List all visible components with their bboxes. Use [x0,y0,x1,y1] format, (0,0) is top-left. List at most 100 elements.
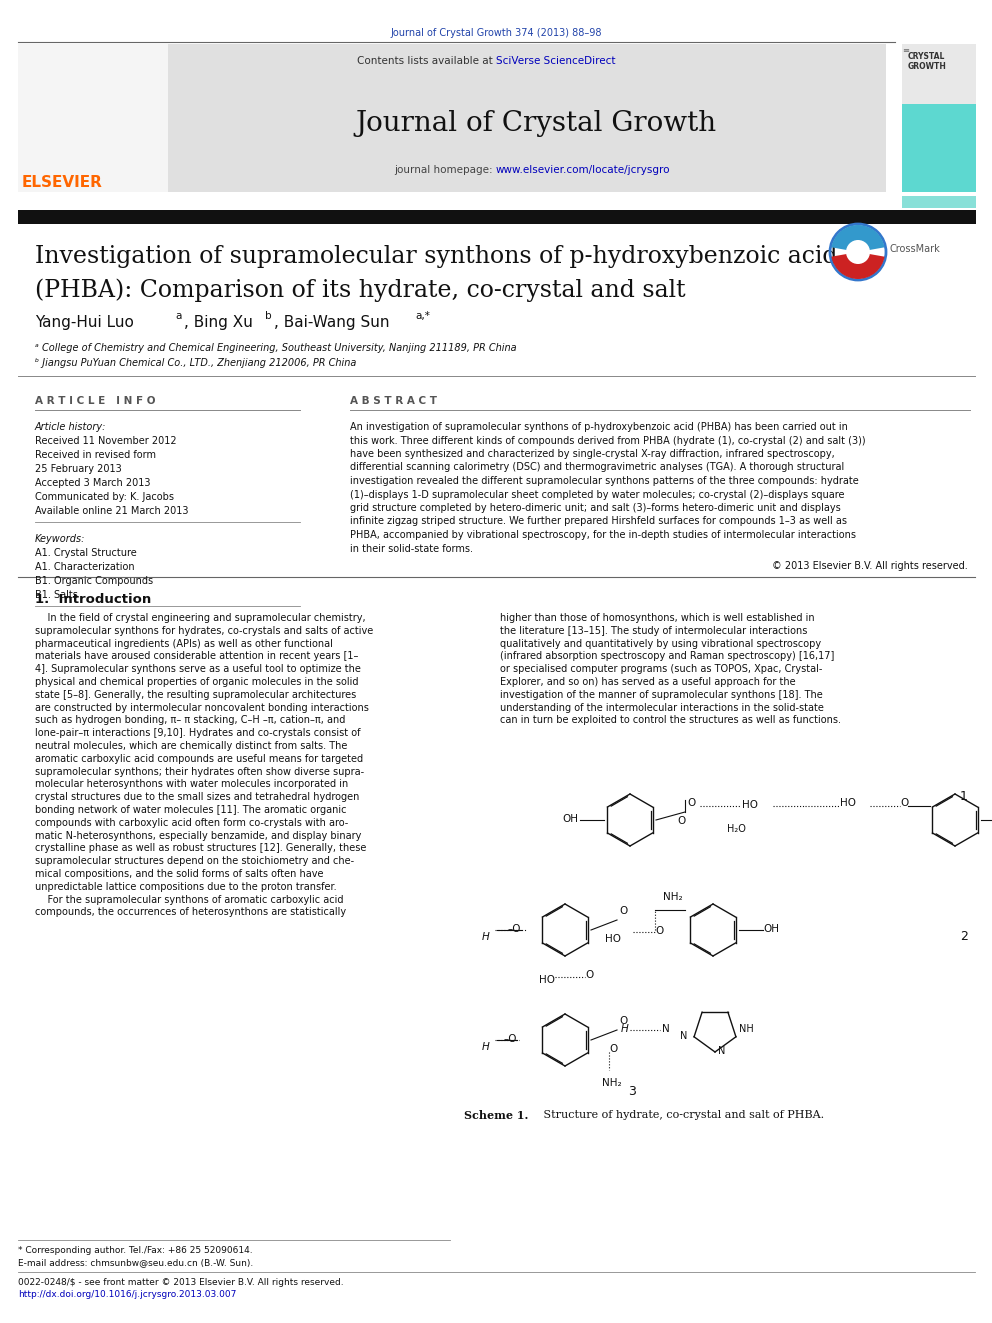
Text: differential scanning calorimetry (DSC) and thermogravimetric analyses (TGA). A : differential scanning calorimetry (DSC) … [350,463,844,472]
Text: understanding of the intermolecular interactions in the solid-state: understanding of the intermolecular inte… [500,703,824,713]
Text: unpredictable lattice compositions due to the proton transfer.: unpredictable lattice compositions due t… [35,882,336,892]
Text: H: H [481,1043,489,1052]
Text: OH: OH [562,814,578,824]
Text: Received in revised form: Received in revised form [35,450,156,460]
Text: (infrared absorption spectroscopy and Raman spectroscopy) [16,17]: (infrared absorption spectroscopy and Ra… [500,651,834,662]
Text: HO: HO [539,975,555,986]
Text: physical and chemical properties of organic molecules in the solid: physical and chemical properties of orga… [35,677,358,687]
Text: NH: NH [739,1024,754,1035]
Text: qualitatively and quantitatively by using vibrational spectroscopy: qualitatively and quantitatively by usin… [500,639,821,648]
Text: PHBA, accompanied by vibrational spectroscopy, for the in-depth studies of inter: PHBA, accompanied by vibrational spectro… [350,531,856,540]
Text: 2: 2 [960,930,968,943]
Text: b: b [265,311,272,321]
Text: http://dx.doi.org/10.1016/j.jcrysgro.2013.03.007: http://dx.doi.org/10.1016/j.jcrysgro.201… [18,1290,236,1299]
Text: B1. Organic Compounds: B1. Organic Compounds [35,576,153,586]
Text: a: a [175,311,182,321]
Text: Available online 21 March 2013: Available online 21 March 2013 [35,505,188,516]
Text: supramolecular synthons; their hydrates often show diverse supra-: supramolecular synthons; their hydrates … [35,766,364,777]
Text: N: N [718,1046,725,1056]
Text: Journal of Crystal Growth 374 (2013) 88–98: Journal of Crystal Growth 374 (2013) 88–… [390,28,602,38]
Text: aromatic carboxylic acid compounds are useful means for targeted: aromatic carboxylic acid compounds are u… [35,754,363,763]
Text: compounds, the occurrences of heterosynthons are statistically: compounds, the occurrences of heterosynt… [35,908,346,917]
Text: can in turn be exploited to control the structures as well as functions.: can in turn be exploited to control the … [500,716,841,725]
Bar [18,210,976,224]
Text: such as hydrogen bonding, π– π stacking, C–H –π, cation–π, and: such as hydrogen bonding, π– π stacking,… [35,716,345,725]
Text: O: O [677,816,685,826]
Text: lone-pair–π interactions [9,10]. Hydrates and co-crystals consist of: lone-pair–π interactions [9,10]. Hydrate… [35,728,360,738]
Text: supramolecular synthons for hydrates, co-crystals and salts of active: supramolecular synthons for hydrates, co… [35,626,373,636]
Text: 1: 1 [960,790,968,803]
Text: ≡: ≡ [902,46,909,56]
Text: O: O [619,1016,627,1027]
Text: N: N [681,1031,687,1041]
Text: matic N-heterosynthons, especially benzamide, and display binary: matic N-heterosynthons, especially benza… [35,831,361,840]
Bar [902,44,976,105]
Text: ELSEVIER: ELSEVIER [22,175,103,191]
Text: bonding network of water molecules [11]. The aromatic organic: bonding network of water molecules [11].… [35,804,346,815]
Text: crystal structures due to the small sizes and tetrahedral hydrogen: crystal structures due to the small size… [35,792,359,802]
Text: Structure of hydrate, co-crystal and salt of PHBA.: Structure of hydrate, co-crystal and sal… [540,1110,824,1121]
Text: www.elsevier.com/locate/jcrysgro: www.elsevier.com/locate/jcrysgro [496,165,671,175]
Bar [902,196,976,208]
Text: investigation revealed the different supramolecular synthons patterns of the thr: investigation revealed the different sup… [350,476,859,486]
Text: A1. Characterization: A1. Characterization [35,562,135,572]
Text: Investigation of supramolecular synthons of p-hydroxybenzoic acid: Investigation of supramolecular synthons… [35,245,837,269]
Text: In the field of crystal engineering and supramolecular chemistry,: In the field of crystal engineering and … [35,613,366,623]
Text: ᵇ Jiangsu PuYuan Chemical Co., LTD., Zhenjiang 212006, PR China: ᵇ Jiangsu PuYuan Chemical Co., LTD., Zhe… [35,359,356,368]
Text: 25 February 2013: 25 February 2013 [35,464,122,474]
Text: For the supramolecular synthons of aromatic carboxylic acid: For the supramolecular synthons of aroma… [35,894,343,905]
Text: O: O [655,926,664,935]
Text: crystalline phase as well as robust structures [12]. Generally, these: crystalline phase as well as robust stru… [35,843,366,853]
Text: 1.  Introduction: 1. Introduction [35,593,151,606]
Text: Article history:: Article history: [35,422,106,433]
Wedge shape [831,251,885,279]
Text: state [5–8]. Generally, the resulting supramolecular architectures: state [5–8]. Generally, the resulting su… [35,689,356,700]
Text: investigation of the manner of supramolecular synthons [18]. The: investigation of the manner of supramole… [500,689,822,700]
Text: , Bing Xu: , Bing Xu [184,315,253,329]
Text: Keywords:: Keywords: [35,534,85,544]
Text: the literature [13–15]. The study of intermolecular interactions: the literature [13–15]. The study of int… [500,626,807,636]
Text: CrossMark: CrossMark [890,243,940,254]
Text: H₂O: H₂O [727,824,746,833]
Text: mical compositions, and the solid forms of salts often have: mical compositions, and the solid forms … [35,869,323,878]
Text: B1. Salts: B1. Salts [35,590,78,601]
Text: O: O [585,970,593,980]
Text: O: O [900,798,909,808]
Text: O: O [619,906,627,916]
Text: A B S T R A C T: A B S T R A C T [350,396,437,406]
Text: molecular heterosynthons with water molecules incorporated in: molecular heterosynthons with water mole… [35,779,348,790]
Text: 3: 3 [628,1085,636,1098]
Text: Explorer, and so on) has served as a useful approach for the: Explorer, and so on) has served as a use… [500,677,796,687]
Text: * Corresponding author. Tel./Fax: +86 25 52090614.: * Corresponding author. Tel./Fax: +86 25… [18,1246,253,1256]
Text: An investigation of supramolecular synthons of p-hydroxybenzoic acid (PHBA) has : An investigation of supramolecular synth… [350,422,848,433]
Text: Contents lists available at: Contents lists available at [357,56,496,66]
Text: ᵃ College of Chemistry and Chemical Engineering, Southeast University, Nanjing 2: ᵃ College of Chemistry and Chemical Engi… [35,343,517,353]
Text: E-mail address: chmsunbw@seu.edu.cn (B.-W. Sun).: E-mail address: chmsunbw@seu.edu.cn (B.-… [18,1258,253,1267]
Text: 4]. Supramolecular synthons serve as a useful tool to optimize the: 4]. Supramolecular synthons serve as a u… [35,664,361,675]
Text: infinite zigzag striped structure. We further prepared Hirshfeld surfaces for co: infinite zigzag striped structure. We fu… [350,516,847,527]
Text: materials have aroused considerable attention in recent years [1–: materials have aroused considerable atte… [35,651,358,662]
Text: –O: –O [508,923,521,934]
Text: Scheme 1.: Scheme 1. [464,1110,528,1121]
Text: this work. Three different kinds of compounds derived from PHBA (hydrate (1), co: this work. Three different kinds of comp… [350,435,866,446]
Text: grid structure completed by hetero-dimeric unit; and salt (3)–forms hetero-dimer: grid structure completed by hetero-dimer… [350,503,841,513]
Wedge shape [831,225,885,251]
Text: H: H [481,931,489,942]
Bar [902,105,976,192]
Text: a,*: a,* [415,311,430,321]
Text: Accepted 3 March 2013: Accepted 3 March 2013 [35,478,151,488]
Text: higher than those of homosynthons, which is well established in: higher than those of homosynthons, which… [500,613,814,623]
Text: in their solid-state forms.: in their solid-state forms. [350,544,473,553]
Text: NH₂: NH₂ [602,1078,622,1088]
Circle shape [846,239,870,265]
Text: N: N [662,1024,670,1035]
Text: –O: –O [504,1035,517,1044]
Text: © 2013 Elsevier B.V. All rights reserved.: © 2013 Elsevier B.V. All rights reserved… [772,561,968,572]
Text: (PHBA): Comparison of its hydrate, co-crystal and salt: (PHBA): Comparison of its hydrate, co-cr… [35,278,685,302]
Text: O: O [687,798,695,808]
Text: have been synthesized and characterized by single-crystal X-ray diffraction, inf: have been synthesized and characterized … [350,448,834,459]
Text: HO: HO [742,800,758,810]
Text: SciVerse ScienceDirect: SciVerse ScienceDirect [496,56,615,66]
Text: CRYSTAL: CRYSTAL [908,52,945,61]
Text: journal homepage:: journal homepage: [394,165,496,175]
